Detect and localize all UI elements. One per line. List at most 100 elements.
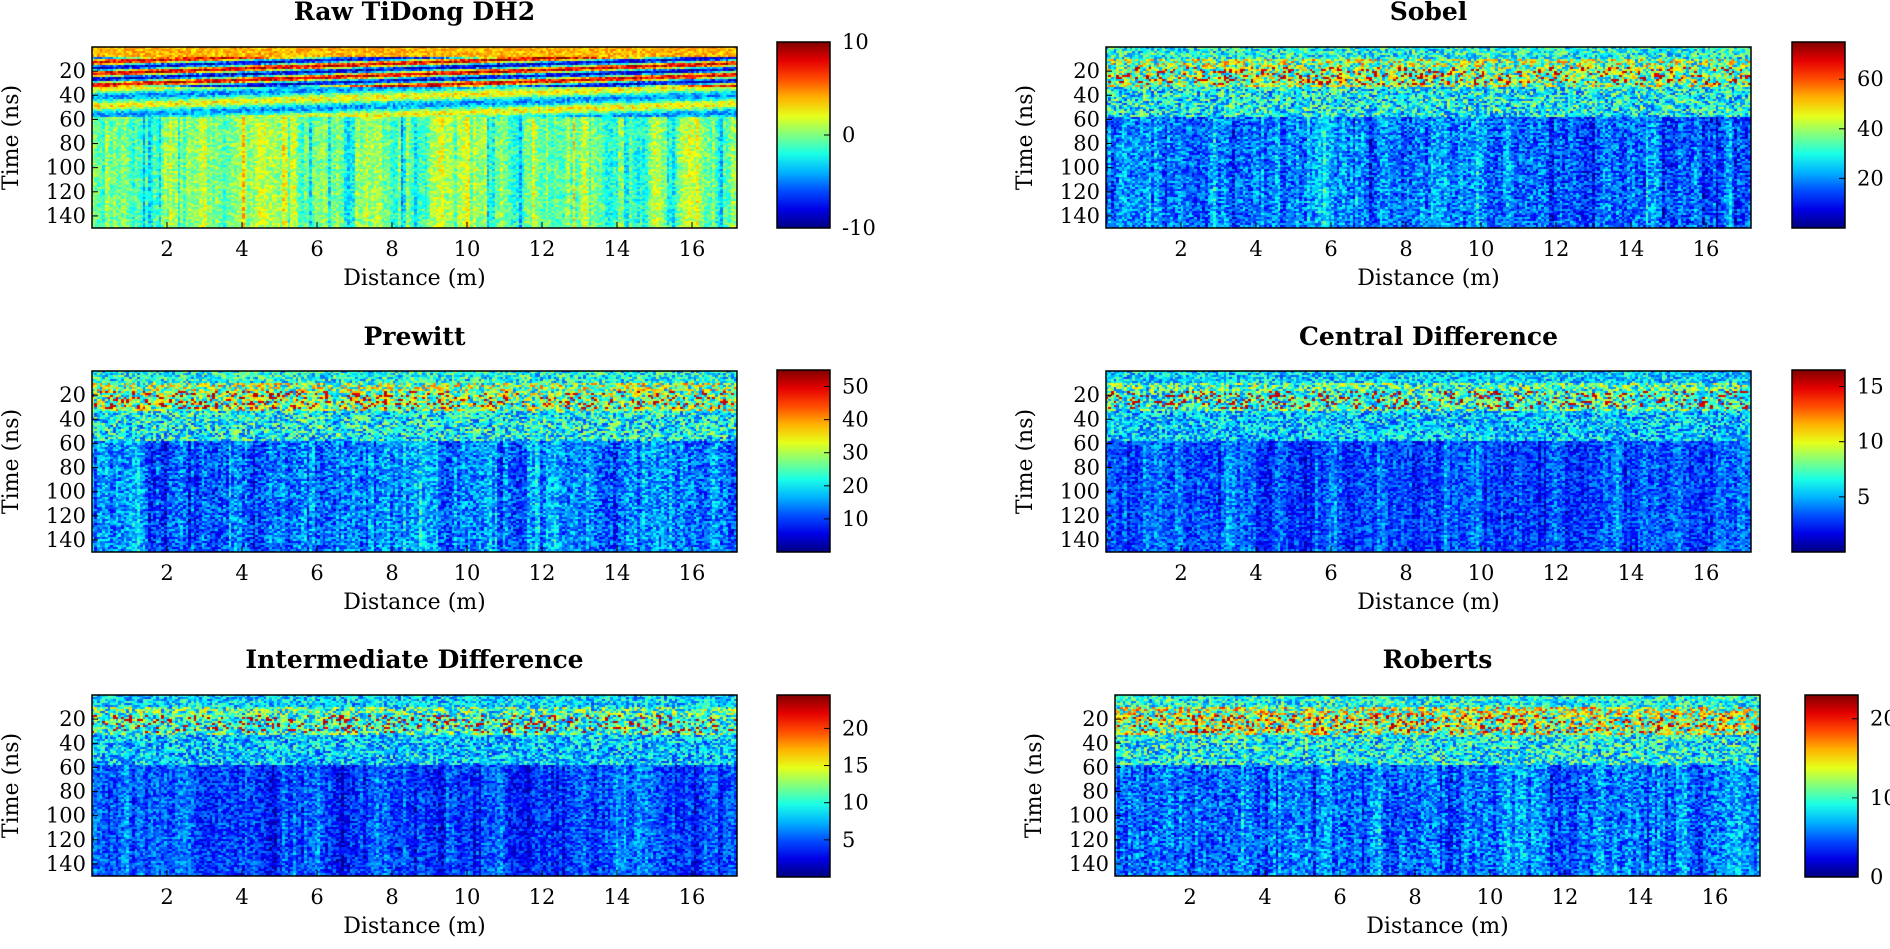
x-tick-label: 6 (310, 561, 323, 585)
x-tick-label: 6 (1333, 885, 1346, 909)
x-tick-label: 10 (1468, 237, 1495, 261)
x-tick-label: 2 (1174, 561, 1187, 585)
x-tick-label: 4 (1258, 885, 1271, 909)
x-tick-label: 14 (604, 237, 631, 261)
x-tick-label: 12 (529, 885, 556, 909)
y-tick-label: 80 (1073, 132, 1100, 156)
y-tick-label: 60 (1073, 107, 1100, 131)
colorbar-tick-label: 0 (842, 123, 855, 147)
x-tick-label: 14 (1627, 885, 1654, 909)
colorbar-tick-label: 30 (842, 441, 869, 465)
y-axis-label: Time (ns) (1022, 733, 1047, 838)
colorbar-tick-label: 10 (842, 507, 869, 531)
plot-frame (91, 370, 738, 553)
colorbar (776, 369, 831, 553)
x-tick-label: 10 (454, 885, 481, 909)
x-tick-label: 4 (1249, 561, 1262, 585)
x-tick-label: 2 (1183, 885, 1196, 909)
y-tick-label: 120 (1069, 828, 1109, 852)
colorbar-tick-label: 10 (842, 30, 869, 54)
y-axis-label: Time (ns) (0, 85, 24, 190)
x-tick-label: 8 (1399, 561, 1412, 585)
x-tick-label: 14 (1618, 561, 1645, 585)
colorbar (1791, 41, 1846, 229)
x-tick-label: 10 (454, 561, 481, 585)
y-tick-label: 100 (1069, 804, 1109, 828)
y-tick-label: 80 (1082, 780, 1109, 804)
colorbar-tick-label: 10 (842, 791, 869, 815)
x-tick-label: 12 (1543, 561, 1570, 585)
x-tick-label: 16 (1693, 561, 1720, 585)
y-tick-label: 120 (46, 504, 86, 528)
y-tick-label: 20 (59, 383, 86, 407)
x-tick-label: 16 (679, 885, 706, 909)
y-tick-label: 20 (1082, 707, 1109, 731)
plot-frame (1105, 46, 1752, 229)
y-tick-label: 100 (1060, 480, 1100, 504)
y-tick-label: 20 (1073, 59, 1100, 83)
heatmap-image (92, 47, 737, 228)
x-tick-label: 12 (529, 237, 556, 261)
y-tick-label: 60 (1073, 431, 1100, 455)
x-tick-label: 8 (385, 561, 398, 585)
x-tick-label: 2 (160, 885, 173, 909)
y-tick-label: 120 (46, 180, 86, 204)
chart-title: Intermediate Difference (245, 645, 583, 674)
colorbar-tick-label: 20 (842, 716, 869, 740)
x-tick-label: 12 (1543, 237, 1570, 261)
heatmap-image (92, 371, 737, 552)
plot-frame (1114, 694, 1761, 877)
x-tick-label: 4 (235, 885, 248, 909)
x-tick-label: 16 (1693, 237, 1720, 261)
y-tick-label: 60 (59, 431, 86, 455)
x-tick-label: 12 (529, 561, 556, 585)
colorbar-tick-label: 20 (842, 474, 869, 498)
y-tick-label: 20 (59, 59, 86, 83)
x-tick-label: 16 (679, 237, 706, 261)
colorbar (776, 41, 831, 229)
x-axis-label: Distance (m) (1357, 590, 1499, 615)
x-axis-label: Distance (m) (343, 590, 485, 615)
y-tick-label: 80 (1073, 456, 1100, 480)
y-tick-label: 80 (59, 456, 86, 480)
y-tick-label: 120 (1060, 180, 1100, 204)
colorbar-tick-label: 5 (842, 828, 855, 852)
colorbar (776, 694, 831, 878)
y-tick-label: 100 (1060, 156, 1100, 180)
x-tick-label: 6 (310, 885, 323, 909)
y-tick-label: 140 (46, 204, 86, 228)
chart-title: Central Difference (1299, 322, 1558, 351)
y-tick-label: 100 (46, 480, 86, 504)
y-tick-label: 100 (46, 156, 86, 180)
chart-title: Raw TiDong DH2 (294, 0, 535, 26)
x-axis-label: Distance (m) (343, 914, 485, 939)
colorbar-tick-label: 15 (1857, 375, 1884, 399)
colorbar-tick-label: 20 (1857, 166, 1884, 190)
heatmap-image (92, 695, 737, 876)
x-tick-label: 4 (1249, 237, 1262, 261)
plot-frame (91, 46, 738, 229)
y-tick-label: 40 (59, 407, 86, 431)
y-tick-label: 120 (1060, 504, 1100, 528)
y-tick-label: 40 (1073, 83, 1100, 107)
x-tick-label: 14 (604, 885, 631, 909)
y-tick-label: 20 (59, 707, 86, 731)
y-tick-label: 60 (59, 755, 86, 779)
x-tick-label: 10 (1468, 561, 1495, 585)
colorbar-tick-label: 20 (1870, 707, 1890, 731)
x-tick-label: 8 (385, 885, 398, 909)
x-tick-label: 6 (1324, 561, 1337, 585)
colorbar-tick-label: 5 (1857, 485, 1870, 509)
plot-frame (91, 694, 738, 877)
y-tick-label: 140 (1069, 852, 1109, 876)
x-tick-label: 16 (1702, 885, 1729, 909)
heatmap-image (1106, 371, 1751, 552)
x-tick-label: 10 (454, 237, 481, 261)
chart-title: Prewitt (364, 322, 466, 351)
y-tick-label: 140 (46, 528, 86, 552)
